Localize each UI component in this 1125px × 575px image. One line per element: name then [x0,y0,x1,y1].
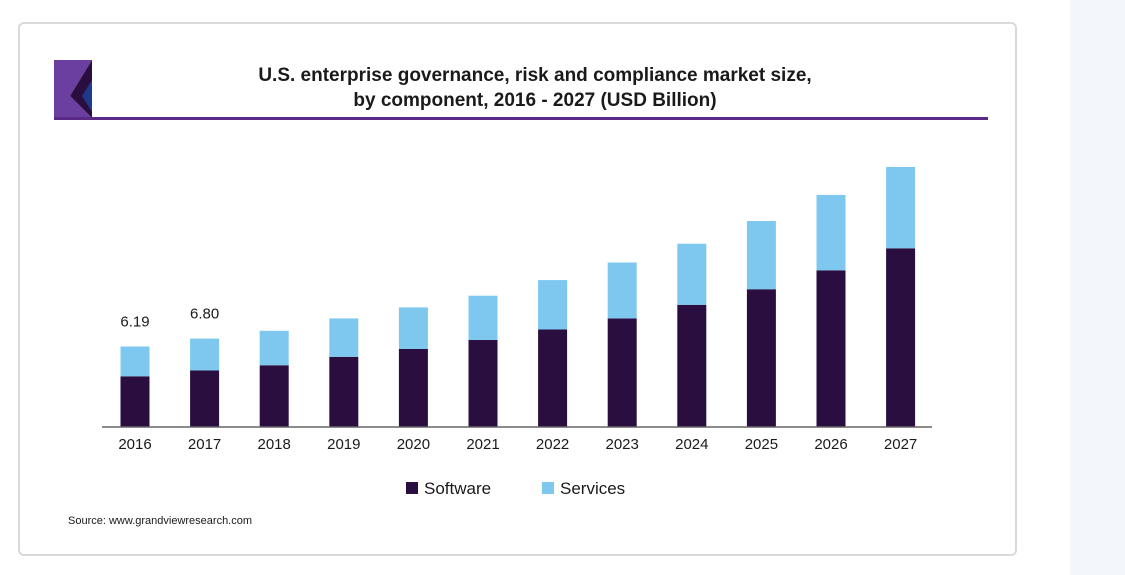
x-tick-label-2025: 2025 [745,436,778,453]
chart-title-line-1: U.S. enterprise governance, risk and com… [258,65,811,86]
legend-swatch-services [542,482,554,494]
logo-shape-left [54,60,92,118]
x-tick-label-2027: 2027 [884,436,917,453]
bar-services-2020 [398,307,428,349]
bar-services-2023 [607,262,637,319]
x-tick-label-2021: 2021 [466,436,499,453]
bar-software-2021 [468,339,498,427]
bar-software-2017 [190,370,220,427]
x-tick-label-2023: 2023 [606,436,639,453]
bar-services-2027 [886,167,916,249]
x-tick-labels: 2016 2017 2018 2019 2020 2021 2022 2023 2024 2025… [118,436,917,453]
bar-software-2022 [538,329,568,427]
brand-logo [54,60,92,118]
bar-software-2016 [120,376,150,427]
bar-services-2017 [190,338,220,371]
chart-title-line-2: by component, 2016 - 2027 (USD Billion) [353,90,716,111]
bar-software-2019 [329,356,359,427]
title-rule [54,117,988,120]
legend-label-services: Services [560,479,625,498]
chart-card: U.S. enterprise governance, risk and com… [18,22,1017,556]
bar-services-2016 [120,346,150,377]
x-tick-label-2019: 2019 [327,436,360,453]
bar-services-2024 [677,243,707,305]
bar-services-2019 [329,318,359,357]
x-tick-label-2020: 2020 [397,436,430,453]
x-tick-label-2017: 2017 [188,436,221,453]
bar-software-2027 [886,248,916,428]
right-side-panel [1070,0,1125,575]
legend-label-software: Software [424,479,491,498]
bar-software-2024 [677,304,707,427]
x-tick-label-2026: 2026 [814,436,847,453]
bar-services-2026 [816,194,846,271]
bar-software-2018 [259,365,289,428]
data-label-2016: 6.19 [120,314,149,331]
bar-services-2022 [538,280,568,330]
bar-software-2025 [746,289,776,427]
chart: U.S. enterprise governance, risk and com… [54,60,988,527]
bar-services-2021 [468,295,498,340]
bar-services-2025 [746,221,776,290]
bar-software-2023 [607,318,637,427]
bar-software-2026 [816,270,846,427]
bar-software-2020 [398,349,428,427]
logo-accent [82,80,92,112]
data-labels-group: 6.19 6.80 [120,306,219,331]
x-tick-label-2016: 2016 [118,436,151,453]
source-note: Source: www.grandviewresearch.com [68,515,252,527]
data-label-2017: 6.80 [190,306,219,323]
bar-services-2018 [259,330,289,366]
legend-swatch-software [406,482,418,494]
x-tick-label-2024: 2024 [675,436,708,453]
legend: Software Services [406,479,625,498]
x-tick-label-2018: 2018 [258,436,291,453]
bars-group [120,167,916,428]
logo-shape-right [70,60,92,118]
x-tick-label-2022: 2022 [536,436,569,453]
